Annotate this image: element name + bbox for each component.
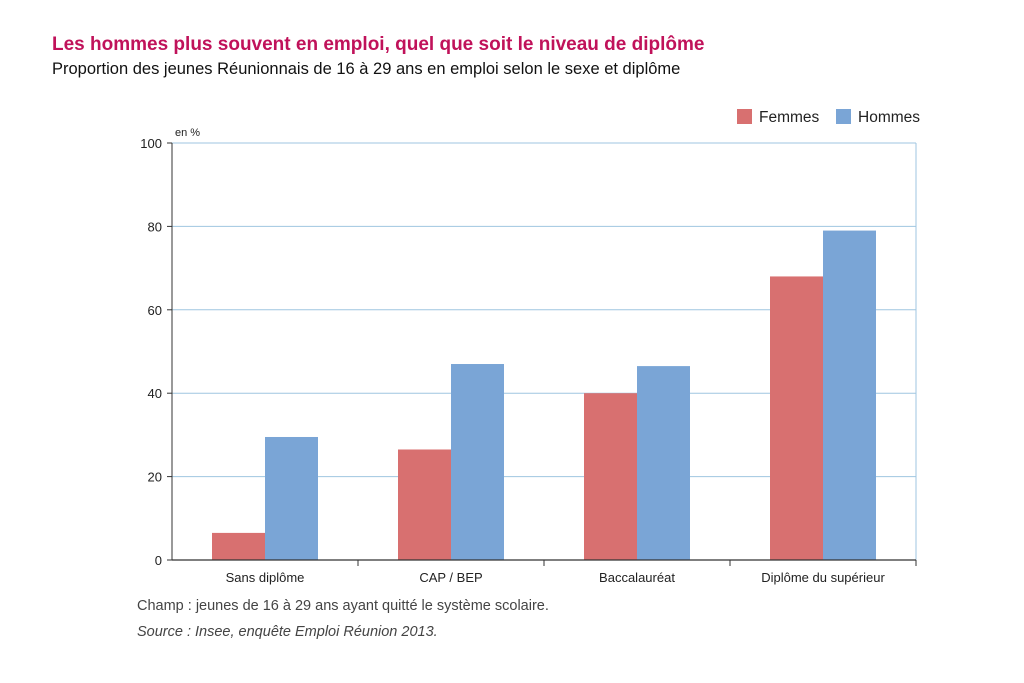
- y-tick-label: 20: [148, 470, 162, 485]
- bar-femmes-4: [770, 276, 823, 560]
- scope-note: Champ : jeunes de 16 à 29 ans ayant quit…: [137, 598, 549, 614]
- y-tick-label: 40: [148, 386, 162, 401]
- bar-hommes-4: [823, 230, 876, 560]
- y-tick-label: 60: [148, 303, 162, 318]
- unit-label: en %: [175, 127, 200, 139]
- bar-femmes-1: [212, 532, 265, 560]
- chart-subtitle: Proportion des jeunes Réunionnais de 16 …: [52, 60, 681, 78]
- y-tick-label: 0: [155, 553, 162, 568]
- legend-label-hommes: Hommes: [858, 109, 920, 126]
- legend-swatch-hommes: [836, 109, 851, 124]
- bar-femmes-2: [398, 449, 451, 560]
- bar-hommes-1: [265, 436, 318, 560]
- bar-hommes-2: [451, 364, 504, 560]
- y-tick-label: 100: [140, 136, 162, 151]
- x-category-label: Diplôme du supérieur: [761, 570, 885, 585]
- bar-hommes-3: [637, 366, 690, 560]
- legend-label-femmes: Femmes: [759, 109, 820, 126]
- y-tick-label: 80: [148, 219, 162, 234]
- x-category-label: Sans diplôme: [226, 570, 305, 585]
- x-category-label: Baccalauréat: [599, 570, 675, 585]
- source-note: Source : Insee, enquête Emploi Réunion 2…: [137, 624, 438, 640]
- chart-title: Les hommes plus souvent en emploi, quel …: [52, 34, 705, 55]
- bar-femmes-3: [584, 393, 637, 560]
- x-category-label: CAP / BEP: [419, 570, 482, 585]
- legend-swatch-femmes: [737, 109, 752, 124]
